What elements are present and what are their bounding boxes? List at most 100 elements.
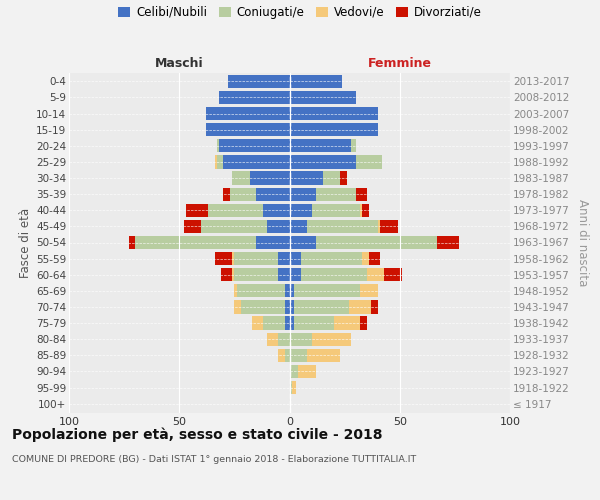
Bar (256, 236, 290, 249)
Bar (294, 284, 360, 298)
Bar (268, 332, 278, 346)
Bar (294, 316, 334, 330)
Bar (232, 252, 235, 265)
Bar (232, 172, 250, 184)
Bar (219, 91, 290, 104)
Bar (334, 316, 360, 330)
Bar (128, 236, 135, 249)
Bar (290, 300, 294, 314)
Bar (290, 252, 301, 265)
Bar (235, 284, 236, 298)
Bar (371, 300, 378, 314)
Bar (208, 204, 263, 217)
Bar (292, 381, 296, 394)
Bar (278, 348, 285, 362)
Bar (278, 332, 290, 346)
Bar (351, 139, 356, 152)
Bar (206, 123, 290, 136)
Bar (316, 236, 437, 249)
Bar (356, 156, 382, 168)
Bar (285, 284, 290, 298)
Bar (378, 220, 380, 233)
Bar (256, 188, 290, 201)
Bar (285, 300, 290, 314)
Bar (236, 284, 285, 298)
Bar (367, 268, 385, 281)
Bar (307, 220, 378, 233)
Bar (437, 236, 459, 249)
Bar (323, 172, 340, 184)
Bar (369, 252, 380, 265)
Bar (217, 156, 223, 168)
Bar (217, 139, 219, 152)
Bar (223, 156, 290, 168)
Bar (186, 204, 208, 217)
Bar (235, 268, 278, 281)
Bar (340, 172, 347, 184)
Bar (228, 75, 290, 88)
Bar (230, 188, 256, 201)
Bar (285, 348, 290, 362)
Text: COMUNE DI PREDORE (BG) - Dati ISTAT 1° gennaio 2018 - Elaborazione TUTTITALIA.IT: COMUNE DI PREDORE (BG) - Dati ISTAT 1° g… (12, 455, 416, 464)
Bar (362, 252, 369, 265)
Bar (290, 123, 378, 136)
Bar (356, 188, 367, 201)
Bar (301, 252, 362, 265)
Bar (290, 268, 301, 281)
Bar (290, 284, 294, 298)
Bar (290, 91, 356, 104)
Bar (215, 156, 217, 168)
Bar (250, 172, 290, 184)
Bar (380, 220, 398, 233)
Bar (290, 156, 356, 168)
Bar (294, 300, 349, 314)
Bar (290, 332, 311, 346)
Bar (252, 316, 263, 330)
Bar (263, 204, 290, 217)
Bar (311, 204, 360, 217)
Bar (290, 220, 307, 233)
Bar (316, 188, 356, 201)
Bar (290, 139, 351, 152)
Bar (278, 252, 290, 265)
Bar (206, 107, 290, 120)
Text: Maschi: Maschi (155, 57, 203, 70)
Legend: Celibi/Nubili, Coniugati/e, Vedovi/e, Divorziati/e: Celibi/Nubili, Coniugati/e, Vedovi/e, Di… (118, 6, 482, 19)
Bar (232, 268, 235, 281)
Bar (290, 188, 316, 201)
Bar (290, 75, 343, 88)
Bar (311, 332, 351, 346)
Bar (219, 139, 290, 152)
Bar (360, 204, 362, 217)
Bar (215, 252, 232, 265)
Bar (290, 365, 298, 378)
Bar (290, 348, 307, 362)
Bar (290, 107, 378, 120)
Bar (223, 188, 230, 201)
Bar (290, 172, 323, 184)
Bar (290, 316, 294, 330)
Bar (235, 300, 241, 314)
Y-axis label: Anni di nascita: Anni di nascita (576, 199, 589, 286)
Bar (362, 204, 369, 217)
Bar (298, 365, 316, 378)
Bar (235, 252, 278, 265)
Bar (385, 268, 402, 281)
Bar (360, 316, 367, 330)
Bar (278, 268, 290, 281)
Bar (221, 268, 232, 281)
Bar (285, 316, 290, 330)
Bar (268, 220, 290, 233)
Bar (349, 300, 371, 314)
Bar (241, 300, 285, 314)
Bar (360, 284, 378, 298)
Bar (135, 236, 256, 249)
Bar (307, 348, 340, 362)
Bar (290, 236, 316, 249)
Bar (301, 268, 367, 281)
Bar (184, 220, 202, 233)
Bar (263, 316, 285, 330)
Bar (201, 220, 268, 233)
Text: Femmine: Femmine (368, 57, 432, 70)
Y-axis label: Fasce di età: Fasce di età (19, 208, 32, 278)
